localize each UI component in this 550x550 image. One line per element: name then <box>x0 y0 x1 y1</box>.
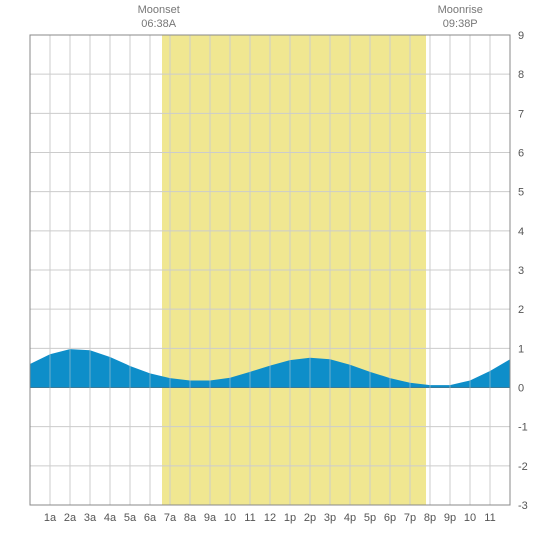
y-tick-label: 3 <box>518 265 524 277</box>
y-tick-label: 8 <box>518 69 524 81</box>
x-tick-label: 5p <box>364 512 376 524</box>
y-tick-label: 4 <box>518 226 524 238</box>
y-tick-label: 9 <box>518 30 524 42</box>
x-tick-label: 1p <box>284 512 296 524</box>
x-tick-label: 2a <box>64 512 77 524</box>
x-tick-label: 11 <box>244 512 255 524</box>
x-tick-label: 1a <box>44 512 57 524</box>
x-tick-label: 4a <box>104 512 117 524</box>
x-tick-label: 2p <box>304 512 316 524</box>
x-tick-label: 9p <box>444 512 456 524</box>
y-tick-label: 2 <box>518 304 524 316</box>
x-tick-label: 4p <box>344 512 356 524</box>
y-tick-label: 5 <box>518 187 524 199</box>
moonrise-title: Moonrise <box>438 4 483 16</box>
x-tick-label: 8a <box>184 512 197 524</box>
x-tick-label: 5a <box>124 512 137 524</box>
x-tick-label: 3a <box>84 512 97 524</box>
x-tick-label: 10 <box>464 512 476 524</box>
x-tick-label: 9a <box>204 512 217 524</box>
tide-chart: Moonset 06:38A Moonrise 09:38P 1a2a3a4a5… <box>0 0 550 550</box>
y-tick-label: 0 <box>518 383 524 395</box>
moonset-title: Moonset <box>138 4 180 16</box>
x-tick-label: 10 <box>224 512 236 524</box>
y-tick-label: 7 <box>518 108 524 120</box>
x-tick-label: 8p <box>424 512 436 524</box>
x-tick-label: 6p <box>384 512 396 524</box>
chart-svg: 1a2a3a4a5a6a7a8a9a1011121p2p3p4p5p6p7p8p… <box>0 0 550 550</box>
moonset-time: 06:38A <box>141 18 176 30</box>
y-tick-label: 6 <box>518 148 524 160</box>
x-tick-label: 12 <box>264 512 276 524</box>
x-tick-label: 7p <box>404 512 416 524</box>
y-tick-label: -3 <box>518 500 528 512</box>
y-tick-label: -1 <box>518 422 528 434</box>
x-tick-label: 3p <box>324 512 336 524</box>
x-tick-label: 11 <box>484 512 495 524</box>
moonset-label: Moonset 06:38A <box>138 3 180 32</box>
y-tick-label: -2 <box>518 461 528 473</box>
moonrise-label: Moonrise 09:38P <box>438 3 483 32</box>
moonrise-time: 09:38P <box>443 18 478 30</box>
y-tick-label: 1 <box>518 343 524 355</box>
x-tick-label: 6a <box>144 512 157 524</box>
x-tick-label: 7a <box>164 512 177 524</box>
